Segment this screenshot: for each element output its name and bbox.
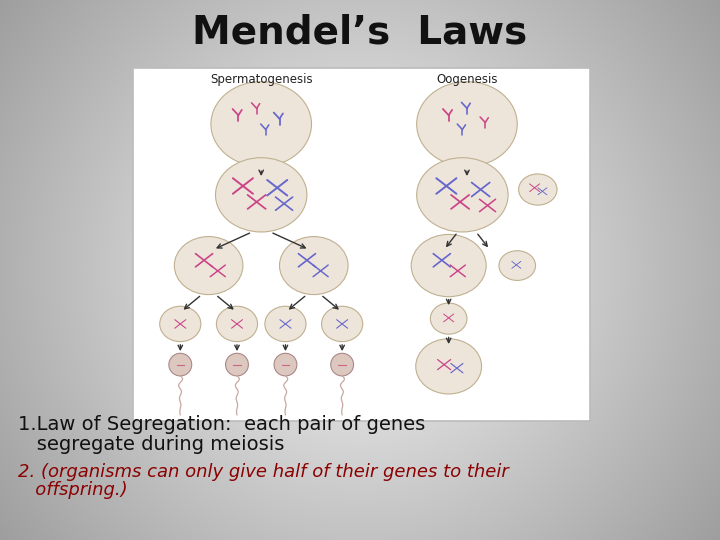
Ellipse shape [174,237,243,295]
Ellipse shape [225,353,248,376]
Text: Oogenesis: Oogenesis [436,73,498,86]
Text: Spermatogenesis: Spermatogenesis [210,73,312,86]
Text: Mendel’s  Laws: Mendel’s Laws [192,13,528,51]
Ellipse shape [217,306,258,342]
Ellipse shape [279,237,348,295]
Text: offspring.): offspring.) [18,481,127,499]
Ellipse shape [417,82,517,166]
Text: segregate during meiosis: segregate during meiosis [18,435,284,455]
Ellipse shape [411,234,486,296]
Ellipse shape [265,306,306,342]
Ellipse shape [160,306,201,342]
Text: 2. (organisms can only give half of their genes to their: 2. (organisms can only give half of thei… [18,463,509,481]
Ellipse shape [322,306,363,342]
Ellipse shape [211,82,312,166]
Ellipse shape [330,353,354,376]
Ellipse shape [415,339,482,394]
Ellipse shape [431,303,467,334]
Bar [133,68,590,421]
Ellipse shape [215,158,307,232]
Ellipse shape [169,353,192,376]
Ellipse shape [518,174,557,205]
Text: 1.Law of Segregation:  each pair of genes: 1.Law of Segregation: each pair of genes [18,415,426,435]
Ellipse shape [274,353,297,376]
Ellipse shape [499,251,536,280]
Ellipse shape [417,158,508,232]
